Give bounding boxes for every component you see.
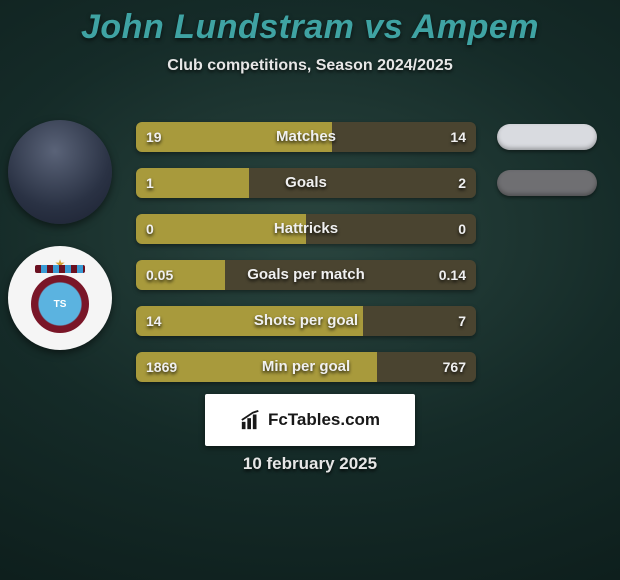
- page-title: John Lundstram vs Ampem: [0, 0, 620, 47]
- brand-text: FcTables.com: [268, 410, 380, 430]
- stat-bar-p1: [136, 122, 332, 152]
- stat-bars: Matches1914 Goals12 Hattricks00 Goals per m…: [136, 122, 476, 398]
- pill-slot: [492, 168, 602, 198]
- pill-slot: [492, 352, 602, 382]
- stat-row: Goals12: [136, 168, 476, 198]
- stat-bar-p2: [377, 352, 476, 382]
- stat-bar-p2: [249, 168, 476, 198]
- player1-avatar: [8, 120, 112, 224]
- stat-row: Hattricks00: [136, 214, 476, 244]
- stat-bar-p2: [225, 260, 476, 290]
- winner-pills: [492, 122, 602, 398]
- club-badge-icon: ★ TS: [25, 263, 95, 333]
- stat-bar-p1: [136, 352, 377, 382]
- stat-bar-p1: [136, 168, 249, 198]
- branding-badge: FcTables.com: [205, 394, 415, 446]
- comparison-infographic: John Lundstram vs Ampem Club competition…: [0, 0, 620, 580]
- winner-pill: [497, 124, 597, 150]
- avatar-column: ★ TS: [8, 120, 118, 372]
- pill-slot: [492, 306, 602, 336]
- stat-bar-p2: [363, 306, 476, 336]
- pill-slot: [492, 122, 602, 152]
- stat-bar-p1: [136, 214, 306, 244]
- stat-row: Goals per match0.050.14: [136, 260, 476, 290]
- stat-row: Shots per goal147: [136, 306, 476, 336]
- player2-avatar: ★ TS: [8, 246, 112, 350]
- winner-pill: [497, 170, 597, 196]
- stat-row: Min per goal1869767: [136, 352, 476, 382]
- stat-bar-p1: [136, 306, 363, 336]
- stat-bar-p1: [136, 260, 225, 290]
- stat-bar-p2: [332, 122, 476, 152]
- page-subtitle: Club competitions, Season 2024/2025: [0, 57, 620, 75]
- stat-bar-p2: [306, 214, 476, 244]
- date-text: 10 february 2025: [0, 454, 620, 474]
- pill-slot: [492, 214, 602, 244]
- fctables-logo-icon: [240, 409, 262, 431]
- stat-row: Matches1914: [136, 122, 476, 152]
- pill-slot: [492, 260, 602, 290]
